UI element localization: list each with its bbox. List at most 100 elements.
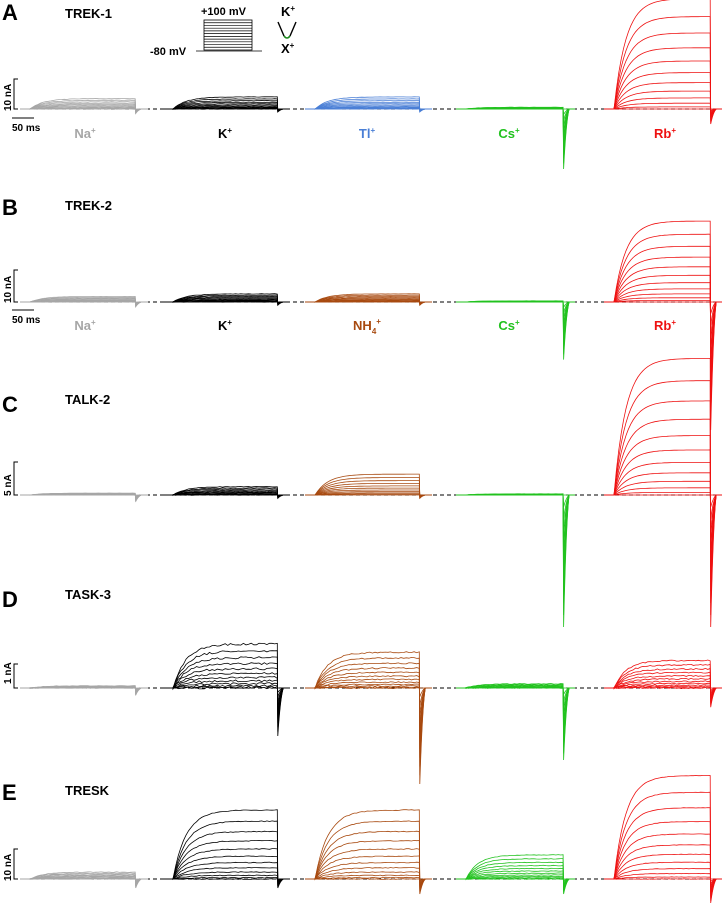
current-trace: [305, 839, 432, 891]
current-trace: [163, 656, 290, 728]
current-traces: [20, 358, 722, 628]
amplitude-scale-label: 1 nA: [3, 662, 14, 684]
current-trace: [604, 358, 722, 628]
current-trace: [604, 418, 722, 592]
amplitude-scale-bar: 10 nA: [3, 78, 18, 111]
time-scale-bar: 50 ms: [12, 117, 41, 134]
current-trace: [604, 435, 722, 580]
current-trace: [305, 683, 432, 715]
panel-talk-2: C TALK-2 5 nA: [2, 358, 722, 628]
current-trace: [163, 662, 290, 723]
current-trace: [163, 642, 290, 737]
amplitude-scale-bar: 5 nA: [3, 461, 18, 496]
current-trace: [604, 685, 722, 693]
current-trace: [163, 866, 290, 884]
current-trace: [604, 487, 722, 520]
current-trace: [604, 82, 722, 116]
trace-family-4: [604, 358, 722, 628]
amplitude-scale-label: 10 nA: [3, 854, 14, 881]
k-ion-label: K: [281, 4, 291, 19]
current-trace: [305, 678, 432, 732]
current-trace: [456, 494, 575, 532]
trace-family-3: [456, 106, 575, 170]
trace-family-0: [20, 871, 148, 889]
trace-family-4: [604, 775, 722, 904]
current-trace: [20, 98, 148, 115]
current-trace: [163, 876, 290, 881]
current-trace: [456, 877, 575, 883]
trace-family-2: [305, 473, 432, 500]
x-ion-label: X: [281, 41, 290, 56]
current-trace: [456, 108, 575, 126]
amplitude-scale-bar: 10 nA: [3, 848, 18, 881]
amplitude-scale-bar: 10 nA: [3, 269, 18, 303]
current-trace: [305, 874, 432, 883]
trace-family-0: [20, 685, 148, 697]
current-trace: [456, 683, 575, 761]
amplitude-scale-bar: 1 nA: [3, 662, 18, 689]
current-trace: [604, 775, 722, 904]
current-trace: [20, 492, 148, 502]
svg-text:X+: X+: [281, 41, 295, 56]
current-trace: [456, 108, 575, 121]
current-trace: [305, 651, 432, 785]
current-trace: [604, 680, 722, 697]
panel-label: B: [2, 195, 18, 220]
current-trace: [604, 282, 722, 361]
channel-name: TALK-2: [65, 392, 110, 407]
ion-label-rb: Rb+: [654, 318, 676, 333]
current-trace: [604, 659, 722, 708]
current-trace: [305, 675, 432, 741]
current-trace: [305, 681, 432, 723]
current-trace: [305, 830, 432, 892]
current-trace: [456, 874, 575, 886]
current-trace: [604, 492, 722, 508]
current-trace: [456, 686, 575, 702]
current-trace: [456, 494, 575, 508]
current-trace: [305, 667, 432, 758]
current-trace: [456, 493, 575, 592]
current-trace: [163, 676, 290, 710]
panel-trek-2: B TREK-2 10 nA 50 ms Na+ K+ NH4+ Cs+ Rb+: [2, 195, 722, 431]
trace-family-0: [20, 295, 148, 309]
amplitude-scale-label: 10 nA: [3, 84, 14, 111]
trace-family-4: [604, 659, 722, 708]
current-trace: [456, 687, 575, 697]
trace-family-1: [163, 293, 290, 307]
trace-family-2: [305, 293, 432, 307]
ion-label-tl: Tl+: [359, 126, 376, 141]
current-trace: [305, 96, 432, 113]
current-trace: [604, 868, 722, 886]
current-trace: [163, 684, 290, 697]
current-trace: [456, 494, 575, 544]
voltage-protocol-inset: +100 mV -80 mV K+ X+: [150, 4, 297, 58]
current-trace: [456, 300, 575, 360]
current-trace: [305, 473, 432, 500]
panel-tresk: E TRESK 10 nA: [2, 775, 722, 904]
ion-label-cs: Cs+: [498, 318, 520, 333]
current-trace: [604, 300, 722, 314]
current-trace: [604, 844, 722, 893]
current-trace: [456, 106, 575, 170]
current-trace: [456, 107, 575, 142]
protocol-step-lines: [203, 19, 253, 51]
current-trace: [604, 682, 722, 696]
ion-label-rb: Rb+: [654, 126, 676, 141]
current-trace: [456, 686, 575, 715]
ion-labels: Na+ K+ Tl+ Cs+ Rb+: [74, 126, 676, 141]
current-trace: [604, 297, 722, 326]
panel-trek-1: A TREK-1 10 nA 50 ms Na+ K+ Tl+ Cs+ Rb+: [2, 0, 722, 170]
current-traces: [20, 775, 722, 904]
current-trace: [456, 686, 575, 721]
trace-family-3: [456, 683, 575, 761]
ion-label-k: K+: [218, 318, 232, 333]
current-trace: [305, 293, 432, 307]
current-trace: [163, 809, 290, 889]
trace-family-1: [163, 485, 290, 500]
trace-family-2: [305, 809, 432, 895]
current-trace: [456, 301, 575, 309]
current-trace: [604, 102, 722, 113]
channel-name: TREK-1: [65, 6, 112, 21]
current-trace: [456, 301, 575, 318]
current-trace: [604, 876, 722, 882]
